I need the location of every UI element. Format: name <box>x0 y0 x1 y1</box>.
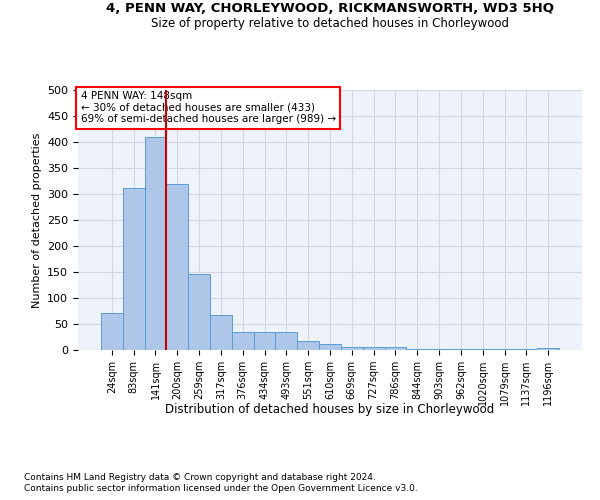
Text: Distribution of detached houses by size in Chorleywood: Distribution of detached houses by size … <box>166 402 494 415</box>
Bar <box>275 332 297 350</box>
Bar <box>210 314 232 350</box>
Bar <box>537 348 559 350</box>
Bar <box>123 188 145 350</box>
Bar <box>188 274 210 350</box>
Bar <box>232 332 254 350</box>
Text: Contains HM Land Registry data © Crown copyright and database right 2024.: Contains HM Land Registry data © Crown c… <box>24 472 376 482</box>
Text: 4 PENN WAY: 148sqm
← 30% of detached houses are smaller (433)
69% of semi-detach: 4 PENN WAY: 148sqm ← 30% of detached hou… <box>80 92 335 124</box>
Bar <box>145 137 166 350</box>
Bar <box>363 347 385 350</box>
Bar <box>101 312 123 350</box>
Bar <box>319 344 341 350</box>
Y-axis label: Number of detached properties: Number of detached properties <box>32 132 41 308</box>
Bar <box>254 332 275 350</box>
Text: Contains public sector information licensed under the Open Government Licence v3: Contains public sector information licen… <box>24 484 418 493</box>
Bar <box>297 340 319 350</box>
Text: 4, PENN WAY, CHORLEYWOOD, RICKMANSWORTH, WD3 5HQ: 4, PENN WAY, CHORLEYWOOD, RICKMANSWORTH,… <box>106 2 554 16</box>
Bar <box>385 347 406 350</box>
Bar <box>166 184 188 350</box>
Text: Size of property relative to detached houses in Chorleywood: Size of property relative to detached ho… <box>151 16 509 30</box>
Bar <box>341 347 363 350</box>
